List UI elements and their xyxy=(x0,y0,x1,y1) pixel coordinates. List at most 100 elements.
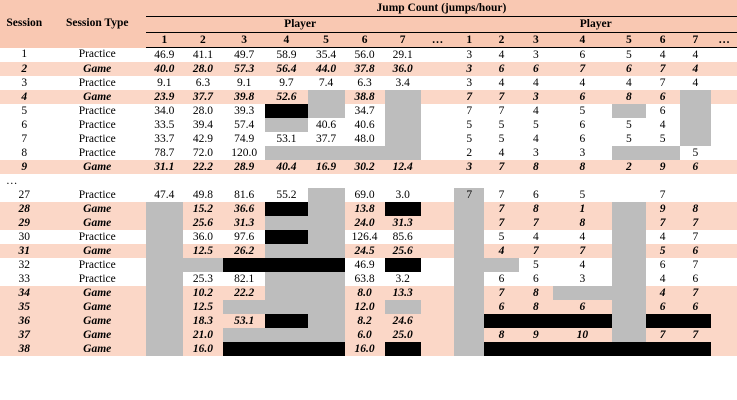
rating-cell: 7 xyxy=(692,328,699,341)
rating-cell: 3 xyxy=(579,146,586,159)
jump-count-cell: 3.4 xyxy=(395,76,410,89)
rating-cell: 6 xyxy=(625,62,632,75)
rating-cell: 4 xyxy=(498,76,505,89)
jump-count-cell: 28.0 xyxy=(192,62,213,75)
player-number: 7 xyxy=(679,32,712,48)
jump-count-cell xyxy=(384,118,421,132)
rating-cell: 4 xyxy=(532,230,539,243)
jump-count-cell xyxy=(265,174,307,188)
jump-count-cell: 25.6 xyxy=(192,216,213,229)
table-row: 5 Practice 34.0 28.0 39.3 34.7 7 7 4 5 6 xyxy=(0,104,737,118)
session-type-cell: Practice xyxy=(78,258,116,271)
jump-count-cell xyxy=(307,202,345,216)
jump-count-cell xyxy=(307,300,345,314)
player-number: 6 xyxy=(344,32,385,48)
jump-count-cell xyxy=(421,342,455,356)
rating-cell: 4 xyxy=(659,272,666,285)
jump-count-cell xyxy=(421,244,455,258)
rating-cell: 3 xyxy=(532,146,539,159)
rating-cell xyxy=(454,342,485,356)
rating-cell xyxy=(711,76,737,90)
rating-cell xyxy=(454,272,485,286)
table-row: 33 Practice 25.3 82.1 63.8 3.2 6 6 3 4 6 xyxy=(0,272,737,286)
table-row: 1 Practice 46.9 41.1 49.7 58.9 35.4 56.0 29.1 3 4 3… xyxy=(0,47,737,62)
rating-cell xyxy=(711,314,737,328)
player-left-header: Player xyxy=(145,16,455,33)
jump-count-cell xyxy=(421,160,455,174)
rating-cell: 5 xyxy=(625,132,632,145)
session-type-cell: Game xyxy=(83,90,112,103)
jump-count-cell xyxy=(421,216,455,230)
player-number: 3 xyxy=(222,32,266,48)
jump-count-cell xyxy=(307,328,345,342)
rating-cell: 8 xyxy=(579,160,586,173)
rating-cell: 6 xyxy=(659,90,666,103)
rating-cell: 7 xyxy=(579,62,586,75)
jump-count-cell xyxy=(384,300,421,314)
session-cell: 36 xyxy=(18,314,31,327)
rating-cell xyxy=(679,104,712,118)
rating-cell xyxy=(611,258,646,272)
jump-count-cell xyxy=(308,174,345,188)
rating-cell: 8 xyxy=(532,286,539,299)
jump-count-cell xyxy=(307,104,345,118)
jump-count-cell xyxy=(146,174,183,188)
jump-count-cell: 57.3 xyxy=(234,62,255,75)
jump-count-cell: 126.4 xyxy=(351,230,378,243)
jump-count-cell xyxy=(307,286,345,300)
rating-cell: 6 xyxy=(659,300,666,313)
jump-count-cell xyxy=(421,314,455,328)
jump-count-cell xyxy=(145,286,183,300)
rating-cell: 3 xyxy=(466,160,473,173)
rating-cell: 7 xyxy=(579,244,586,257)
rating-cell: 4 xyxy=(579,258,586,271)
jump-count-cell xyxy=(145,272,183,286)
jump-count-cell xyxy=(307,314,345,328)
jump-count-cell: 53.1 xyxy=(234,314,255,327)
jump-count-cell: 53.1 xyxy=(276,132,297,145)
jump-count-cell: 24.5 xyxy=(354,244,375,257)
jump-count-cell xyxy=(421,76,455,90)
rating-cell xyxy=(552,286,612,300)
jump-count-cell xyxy=(145,258,183,272)
rating-cell xyxy=(711,146,737,160)
session-header: Session xyxy=(0,0,49,48)
jump-count-cell xyxy=(421,174,455,188)
rating-cell xyxy=(611,314,646,328)
jump-count-cell: 39.4 xyxy=(192,118,213,131)
jump-count-cell: 21.0 xyxy=(192,328,213,341)
rating-cell: 7 xyxy=(659,216,666,229)
rating-cell: 6 xyxy=(692,244,699,257)
rating-cell xyxy=(454,216,485,230)
jump-count-cell xyxy=(265,314,308,328)
jump-count-cell xyxy=(421,230,455,244)
rating-cell xyxy=(711,272,737,286)
rating-cell xyxy=(611,146,646,160)
player-number: 6 xyxy=(645,32,680,48)
jump-count-cell xyxy=(265,286,308,300)
rating-cell xyxy=(711,202,737,216)
session-cell: 1 xyxy=(21,48,28,61)
player-number: 2 xyxy=(182,32,223,48)
player-number: 5 xyxy=(307,32,345,48)
rating-cell xyxy=(454,300,485,314)
rating-cell: 9 xyxy=(532,328,539,341)
session-type-cell: Practice xyxy=(78,230,116,243)
rating-cell: 4 xyxy=(659,230,666,243)
rating-cell: 6 xyxy=(579,132,586,145)
rating-cell: 7 xyxy=(498,202,505,215)
rating-cell xyxy=(711,118,737,132)
session-type-cell: Practice xyxy=(78,76,116,89)
jump-count-cell: 37.8 xyxy=(354,62,375,75)
jump-count-cell: 29.1 xyxy=(392,48,413,61)
jump-count-cell: 31.3 xyxy=(234,216,255,229)
jump-count-cell: 46.9 xyxy=(354,258,375,271)
rating-cell: 8 xyxy=(625,90,632,103)
rating-cell: 5 xyxy=(579,188,586,201)
rating-cell: 5 xyxy=(532,258,539,271)
session-cell: 27 xyxy=(18,188,31,201)
jump-count-cell xyxy=(182,258,223,272)
table-row: … xyxy=(0,174,737,188)
jump-count-cell: 52.6 xyxy=(276,90,297,103)
rating-cell: 2 xyxy=(625,160,632,173)
